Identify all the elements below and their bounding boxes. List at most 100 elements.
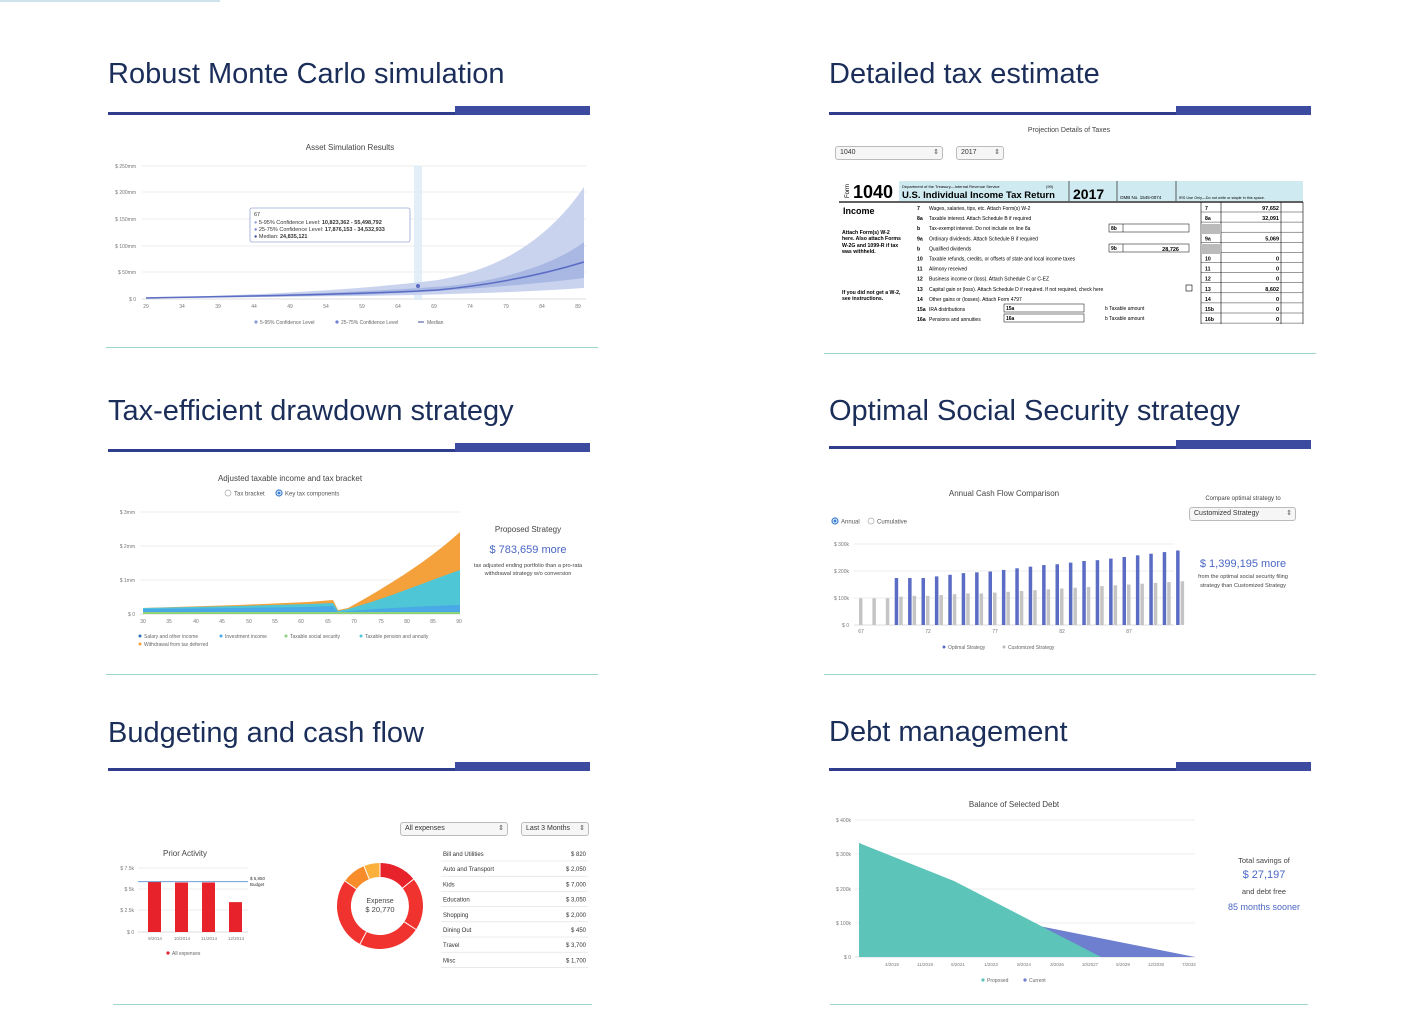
category-row[interactable]: Misc $ 1,700 (441, 958, 588, 968)
bar-customized (926, 595, 930, 625)
svg-text:$ 2,050: $ 2,050 (566, 867, 587, 873)
svg-text:9/2014: 9/2014 (148, 936, 162, 941)
svg-text:Tax-exempt interest. Do not in: Tax-exempt interest. Do not include on l… (929, 226, 1031, 232)
svg-text:Travel: Travel (443, 943, 459, 949)
y-tick: $ 100mm (115, 244, 136, 250)
radio-tax-bracket[interactable] (224, 489, 232, 497)
svg-text:(99): (99) (1046, 184, 1054, 189)
area-withdrawal (143, 532, 460, 614)
svg-text:Tax bracket: Tax bracket (234, 492, 265, 498)
chart-title: Annual Cash Flow Comparison (949, 489, 1059, 498)
category-row[interactable]: Bill and Utilities $ 820 (441, 852, 588, 862)
expense-category-select[interactable]: All expenses ⇕ (400, 822, 508, 836)
svg-text:65: 65 (325, 619, 331, 625)
svg-text:5/2029: 5/2029 (1116, 962, 1130, 967)
bar-customized (1060, 588, 1064, 625)
savings-label: Total savings of (1238, 856, 1291, 865)
bar-customized (885, 598, 890, 625)
svg-text:$ 0: $ 0 (842, 623, 849, 629)
svg-text:Current: Current (1029, 978, 1046, 984)
income-line: 10 Taxable refunds, credits, or offsets o… (917, 257, 1303, 263)
svg-text:Ordinary dividends. Attach Sch: Ordinary dividends. Attach Schedule B if… (929, 236, 1038, 242)
svg-text:Taxable refunds, credits, or o: Taxable refunds, credits, or offsets of … (929, 257, 1076, 263)
svg-text:16a: 16a (1006, 316, 1015, 322)
line13-checkbox[interactable] (1185, 284, 1193, 292)
month-bar[interactable] (175, 882, 188, 932)
form-year: 2017 (1073, 186, 1104, 202)
svg-text:OMB No. 1545-0074: OMB No. 1545-0074 (1120, 195, 1162, 200)
bar-customized (1180, 581, 1185, 625)
svg-text:11/2019: 11/2019 (917, 962, 933, 967)
title-underline (829, 762, 1311, 771)
bar-optimal (1055, 564, 1059, 625)
svg-text:Pensions and annuities: Pensions and annuities (929, 317, 981, 323)
svg-text:1/2023: 1/2023 (984, 962, 998, 967)
bar-optimal (1135, 555, 1140, 625)
svg-text:$ 3mm: $ 3mm (120, 510, 135, 516)
x-axis: 29 34 39 44 49 54 59 64 69 74 79 84 89 (143, 304, 581, 310)
feature-title: Detailed tax estimate (829, 58, 1100, 90)
svg-text:44: 44 (251, 304, 257, 310)
category-row[interactable]: Travel $ 3,700 (441, 943, 588, 953)
svg-text:$ 100k: $ 100k (836, 921, 852, 927)
bar-customized (1086, 586, 1091, 625)
form-select[interactable]: 1040 ⇕ (835, 146, 943, 160)
svg-text:40: 40 (193, 619, 199, 625)
category-row[interactable]: Dining Out $ 450 (441, 928, 588, 938)
radio-cumulative[interactable] (867, 517, 875, 525)
x-axis: 4/2018 11/2019 6/2021 1/2023 8/2024 3/20… (885, 962, 1196, 967)
svg-text:Expense: Expense (366, 898, 393, 905)
y-tick: $ 250mm (115, 164, 136, 170)
bar-customized (939, 595, 943, 625)
month-bar[interactable] (202, 882, 215, 932)
svg-text:28,726: 28,726 (1162, 247, 1179, 253)
bar-optimal (961, 573, 966, 625)
y-tick: $ 50mm (118, 270, 136, 276)
median-line (145, 261, 585, 299)
svg-text:Customized Strategy: Customized Strategy (1008, 645, 1055, 651)
hover-point[interactable] (416, 284, 420, 288)
y-axis: $ 300k $ 200k $ 100k $ 0 (834, 542, 1174, 629)
year-select[interactable]: 2017 ⇕ (956, 146, 1004, 160)
svg-text:12/2030: 12/2030 (1148, 962, 1165, 967)
category-row[interactable]: Shopping $ 2,000 (441, 913, 588, 923)
title-underline (108, 762, 590, 771)
svg-text:67: 67 (858, 629, 864, 635)
svg-text:11: 11 (917, 267, 923, 273)
feature-title: Budgeting and cash flow (108, 717, 424, 749)
category-row[interactable]: Kids $ 7,000 (441, 882, 588, 892)
bar-optimal (1162, 552, 1167, 625)
svg-text:90: 90 (456, 619, 462, 625)
svg-text:32,091: 32,091 (1262, 216, 1279, 222)
period-select[interactable]: Last 3 Months ⇕ (521, 822, 589, 836)
svg-text:$ 20,770: $ 20,770 (365, 905, 394, 914)
side-amount: $ 783,659 more (489, 544, 566, 556)
legend: Proposed Current (981, 978, 1046, 984)
bar-customized (1153, 582, 1158, 625)
svg-text:0: 0 (1276, 307, 1279, 313)
compare-strategy-select[interactable]: Customized Strategy ⇕ (1189, 507, 1296, 521)
svg-text:54: 54 (323, 304, 329, 310)
monte-carlo-screenshot: Asset Simulation Results $ 250mm $ 200mm… (108, 130, 594, 340)
category-row[interactable]: Education $ 3,050 (441, 898, 588, 907)
svg-text:10/2014: 10/2014 (174, 936, 191, 941)
svg-text:45: 45 (219, 619, 225, 625)
svg-text:Median: Median (427, 320, 444, 326)
months-sooner: 85 months sooner (1228, 902, 1300, 912)
svg-text:b Taxable amount: b Taxable amount (1105, 316, 1145, 322)
svg-text:14: 14 (917, 297, 923, 303)
svg-text:Optimal Strategy: Optimal Strategy (948, 645, 986, 651)
svg-text:b: b (917, 226, 920, 232)
svg-text:70: 70 (351, 619, 357, 625)
svg-text:$ 2.5k: $ 2.5k (120, 908, 134, 914)
svg-text:$ 820: $ 820 (571, 852, 587, 858)
category-row[interactable]: Auto and Transport $ 2,050 (441, 867, 588, 877)
form-1040: Form 1040 Department of the Treasury—Int… (839, 181, 1304, 324)
month-bar[interactable] (148, 881, 161, 932)
bar-customized (952, 594, 957, 625)
bar-optimal (1082, 561, 1086, 625)
month-bar[interactable] (229, 902, 242, 932)
bar-customized (979, 593, 984, 625)
svg-text:29: 29 (143, 304, 149, 310)
bar-optimal (921, 578, 925, 625)
